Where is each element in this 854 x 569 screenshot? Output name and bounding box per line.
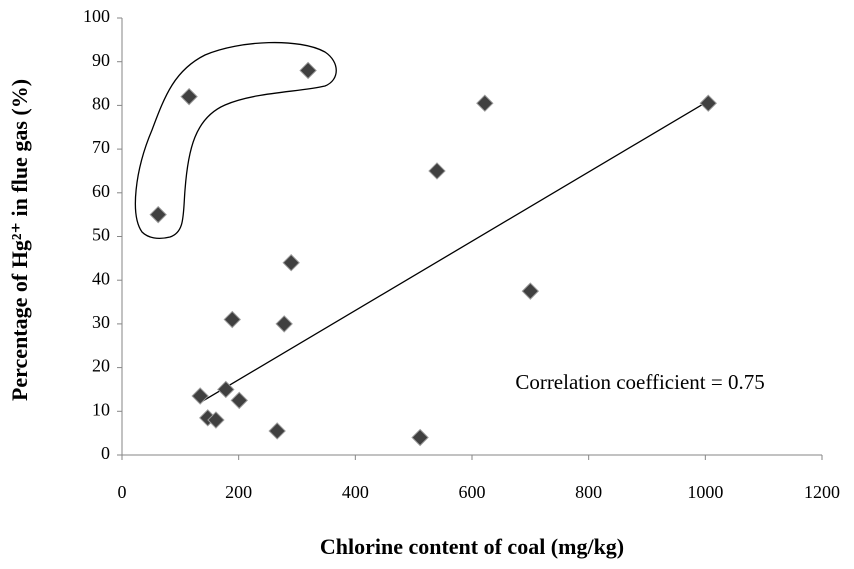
point (282, 254, 300, 272)
point (180, 87, 198, 106)
y-tick-label: 0 (101, 443, 110, 463)
x-tick-label: 600 (459, 482, 486, 502)
x-axis-label: Chlorine content of coal (mg/kg) (320, 534, 624, 559)
y-tick-label: 100 (83, 6, 110, 26)
point (268, 422, 286, 440)
y-tick-label: 40 (92, 268, 110, 288)
x-tick-label: 800 (575, 482, 602, 502)
y-tick-label: 70 (92, 137, 110, 157)
point (411, 428, 429, 447)
trendline (199, 100, 709, 404)
point (476, 94, 494, 112)
x-tick-label: 1200 (804, 482, 840, 502)
point (207, 411, 225, 429)
annotation: Correlation coefficient = 0.75 (515, 370, 764, 394)
point (217, 380, 235, 399)
y-tick-label: 90 (92, 50, 110, 70)
x-tick-label: 200 (225, 482, 252, 502)
point (275, 315, 293, 333)
point (699, 94, 717, 112)
y-tick-label: 50 (92, 225, 110, 245)
y-tick-label: 20 (92, 356, 110, 376)
point (428, 162, 446, 180)
point (230, 391, 248, 410)
point (191, 387, 209, 405)
x-tick-label: 0 (118, 482, 127, 502)
point (149, 205, 167, 224)
x-tick-label: 400 (342, 482, 369, 502)
point (521, 282, 540, 300)
highlight-contour (134, 41, 337, 239)
y-tick-label: 60 (92, 181, 110, 201)
x-tick-label: 1000 (687, 482, 723, 502)
point (299, 61, 317, 80)
y-tick-label: 30 (92, 312, 110, 332)
y-tick-label: 80 (92, 94, 110, 114)
point (223, 310, 241, 329)
y-tick-label: 10 (92, 399, 110, 419)
y-axis-label: Percentage of Hg²⁺ in flue gas (%) (7, 79, 32, 401)
